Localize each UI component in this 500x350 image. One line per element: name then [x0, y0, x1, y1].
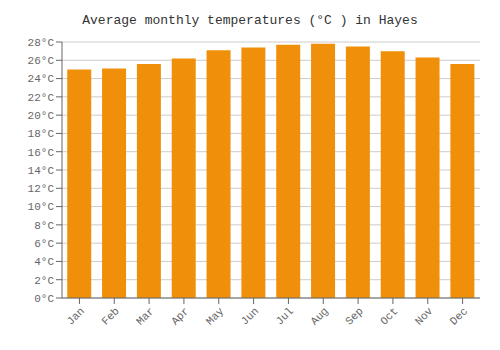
svg-text:Oct: Oct [378, 305, 400, 327]
svg-text:12°C: 12°C [28, 183, 55, 195]
svg-text:Nov: Nov [413, 305, 436, 328]
svg-text:Apr: Apr [169, 305, 191, 327]
svg-text:Jul: Jul [274, 305, 296, 327]
svg-text:Dec: Dec [448, 305, 470, 327]
svg-text:26°C: 26°C [28, 55, 55, 67]
svg-text:Aug: Aug [308, 305, 330, 327]
svg-text:18°C: 18°C [28, 128, 55, 140]
svg-text:10°C: 10°C [28, 201, 55, 213]
svg-text:0°C: 0°C [34, 293, 54, 305]
svg-text:Jan: Jan [65, 305, 87, 327]
svg-text:Jun: Jun [239, 305, 261, 327]
svg-text:8°C: 8°C [34, 220, 54, 232]
svg-text:22°C: 22°C [28, 92, 55, 104]
svg-text:2°C: 2°C [34, 275, 54, 287]
svg-text:6°C: 6°C [34, 238, 54, 250]
svg-text:14°C: 14°C [28, 165, 55, 177]
svg-text:May: May [204, 305, 227, 328]
svg-text:24°C: 24°C [28, 73, 55, 85]
svg-text:28°C: 28°C [28, 37, 55, 49]
svg-text:Feb: Feb [99, 305, 121, 327]
svg-text:Sep: Sep [343, 305, 365, 327]
svg-text:20°C: 20°C [28, 110, 55, 122]
svg-text:Mar: Mar [134, 305, 156, 327]
svg-text:4°C: 4°C [34, 256, 54, 268]
svg-text:16°C: 16°C [28, 147, 55, 159]
html-text:Average monthly temperatures (: Average monthly temperatures (°C ) in Ha… [82, 13, 418, 28]
